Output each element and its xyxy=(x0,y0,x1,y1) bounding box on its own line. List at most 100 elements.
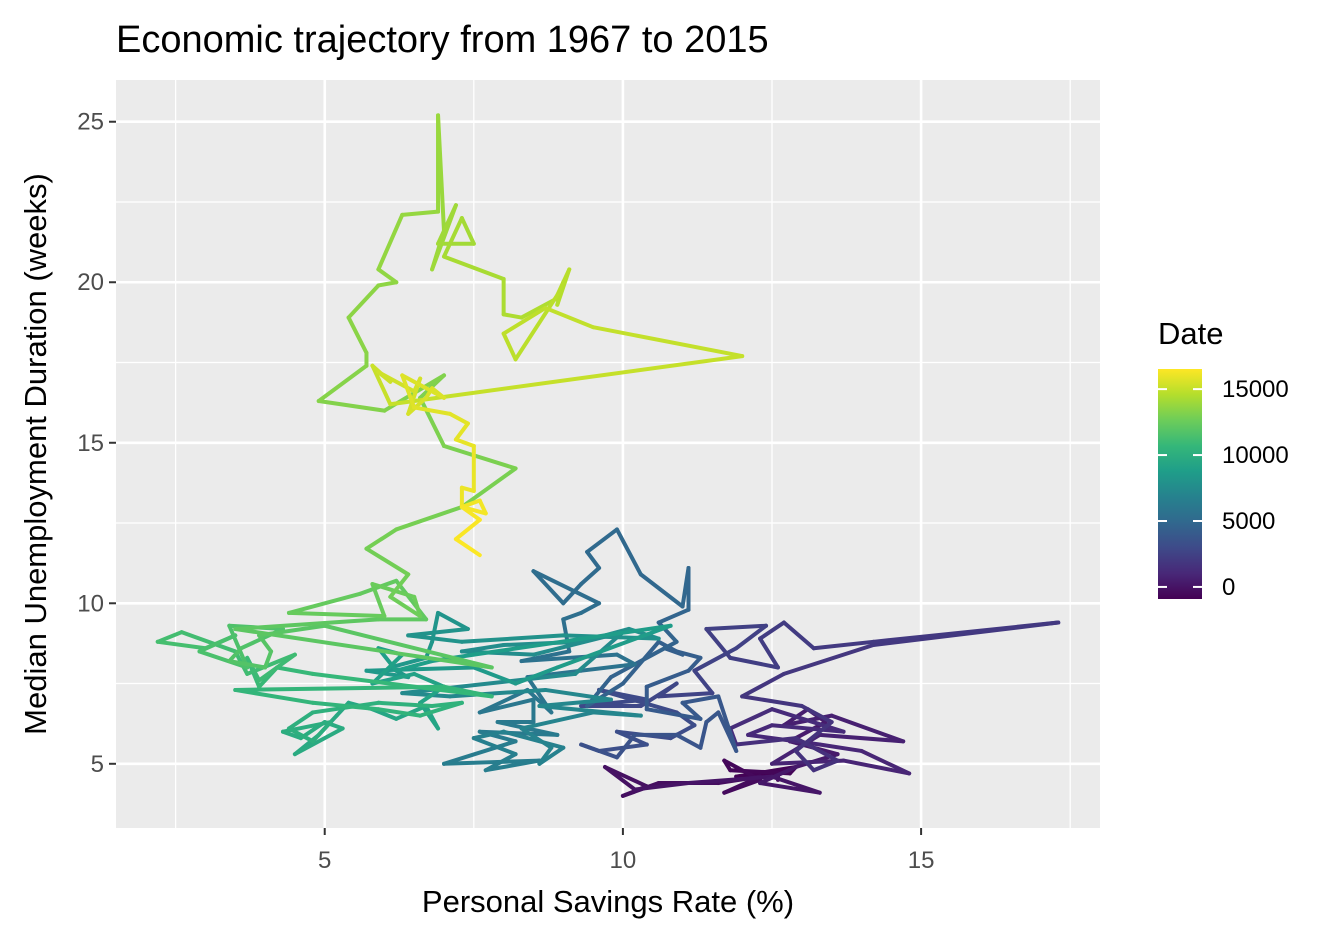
path-segment xyxy=(537,745,554,766)
path-segment xyxy=(674,732,703,750)
path-segment xyxy=(644,707,703,721)
y-tick-label: 20 xyxy=(77,269,104,296)
path-segment xyxy=(418,395,446,448)
path-segment xyxy=(388,572,411,599)
path-segment xyxy=(286,726,315,744)
path-segment xyxy=(346,315,369,355)
path-segment xyxy=(370,363,393,407)
legend-title: Date xyxy=(1158,316,1223,351)
path-segment xyxy=(233,617,381,631)
path-segment xyxy=(471,665,518,686)
path-segment xyxy=(370,582,387,619)
path-segment xyxy=(746,723,774,737)
path-segment xyxy=(656,691,715,699)
path-segment xyxy=(376,267,399,285)
path-segment xyxy=(519,726,554,750)
path-segment xyxy=(644,668,691,689)
path-segment xyxy=(442,216,464,259)
path-segment xyxy=(442,739,518,766)
path-segment xyxy=(459,643,506,654)
path-segment xyxy=(233,687,315,705)
path-segment xyxy=(501,312,524,320)
path-segment xyxy=(233,626,494,670)
path-segment xyxy=(579,662,637,673)
path-segment xyxy=(585,549,602,570)
path-segment xyxy=(781,620,816,651)
path-segment xyxy=(656,607,691,625)
path-segment xyxy=(400,373,417,410)
path-segment xyxy=(257,633,274,654)
legend: Date 0 5000 10000 15000 xyxy=(1158,316,1289,601)
grid xyxy=(116,80,1100,828)
path-segment xyxy=(734,736,798,747)
legend-tick-label: 0 xyxy=(1222,574,1235,601)
path-segment xyxy=(692,646,739,673)
path-segment xyxy=(310,720,333,744)
path-segment xyxy=(388,354,745,407)
path-segment xyxy=(811,639,876,651)
path-segment xyxy=(179,630,238,654)
path-segment xyxy=(459,466,518,509)
chart-title: Economic trajectory from 1967 to 2015 xyxy=(116,19,769,61)
path-segment xyxy=(453,421,470,442)
plot-panel xyxy=(116,80,1100,828)
path-segment xyxy=(579,742,619,760)
path-segment xyxy=(519,710,596,731)
path-segment xyxy=(793,748,816,773)
y-tick-label: 5 xyxy=(91,751,104,778)
path-segment xyxy=(543,305,596,330)
path-segment xyxy=(453,437,476,448)
path-segment xyxy=(591,325,745,359)
path-segment xyxy=(400,209,441,217)
path-segment xyxy=(436,203,458,246)
legend-tick-label: 5000 xyxy=(1222,508,1275,535)
legend-colorbar xyxy=(1158,369,1202,599)
path-segment xyxy=(310,700,381,712)
path-segment xyxy=(376,700,435,709)
path-segment xyxy=(286,710,315,731)
y-tick-label: 15 xyxy=(77,430,104,457)
path-segment xyxy=(459,504,482,522)
path-segment xyxy=(501,305,548,336)
path-segment xyxy=(447,687,548,699)
path-segment xyxy=(561,582,584,606)
path-segment xyxy=(436,113,446,233)
path-segment xyxy=(310,671,494,699)
path-segment xyxy=(227,646,244,664)
path-segment xyxy=(841,758,912,776)
path-segment xyxy=(716,694,739,753)
path-segment xyxy=(442,443,518,471)
path-segment xyxy=(537,704,643,718)
path-segment xyxy=(286,610,387,619)
x-axis: 5 10 15 xyxy=(318,828,934,874)
x-tick-label: 5 xyxy=(318,847,331,874)
path-segment xyxy=(376,212,405,272)
path-segment xyxy=(728,655,780,670)
path-segment xyxy=(346,283,381,320)
path-segment xyxy=(608,639,679,680)
path-segment xyxy=(442,758,542,766)
path-segment xyxy=(519,652,619,664)
path-segment xyxy=(471,729,506,741)
path-segment xyxy=(155,630,184,644)
path-segment xyxy=(579,601,602,615)
path-segment xyxy=(531,569,566,606)
path-segment xyxy=(376,280,399,288)
path-segment xyxy=(316,399,387,413)
path-segment xyxy=(400,373,446,400)
path-segment xyxy=(758,765,798,786)
path-segment xyxy=(614,732,637,760)
legend-tick-label: 15000 xyxy=(1222,376,1289,403)
path-segment xyxy=(406,395,429,416)
path-segment xyxy=(364,546,411,577)
path-segment xyxy=(155,639,208,651)
y-axis: 5 10 15 20 25 xyxy=(77,109,116,778)
path-segment xyxy=(817,732,906,744)
y-axis-title: Median Unemployment Duration (weeks) xyxy=(18,173,53,735)
path-segment xyxy=(686,774,774,786)
path-segment xyxy=(728,707,774,731)
path-segment xyxy=(543,687,613,702)
y-tick-label: 25 xyxy=(77,109,104,136)
x-tick-label: 10 xyxy=(610,847,637,874)
path-segment xyxy=(638,572,685,609)
